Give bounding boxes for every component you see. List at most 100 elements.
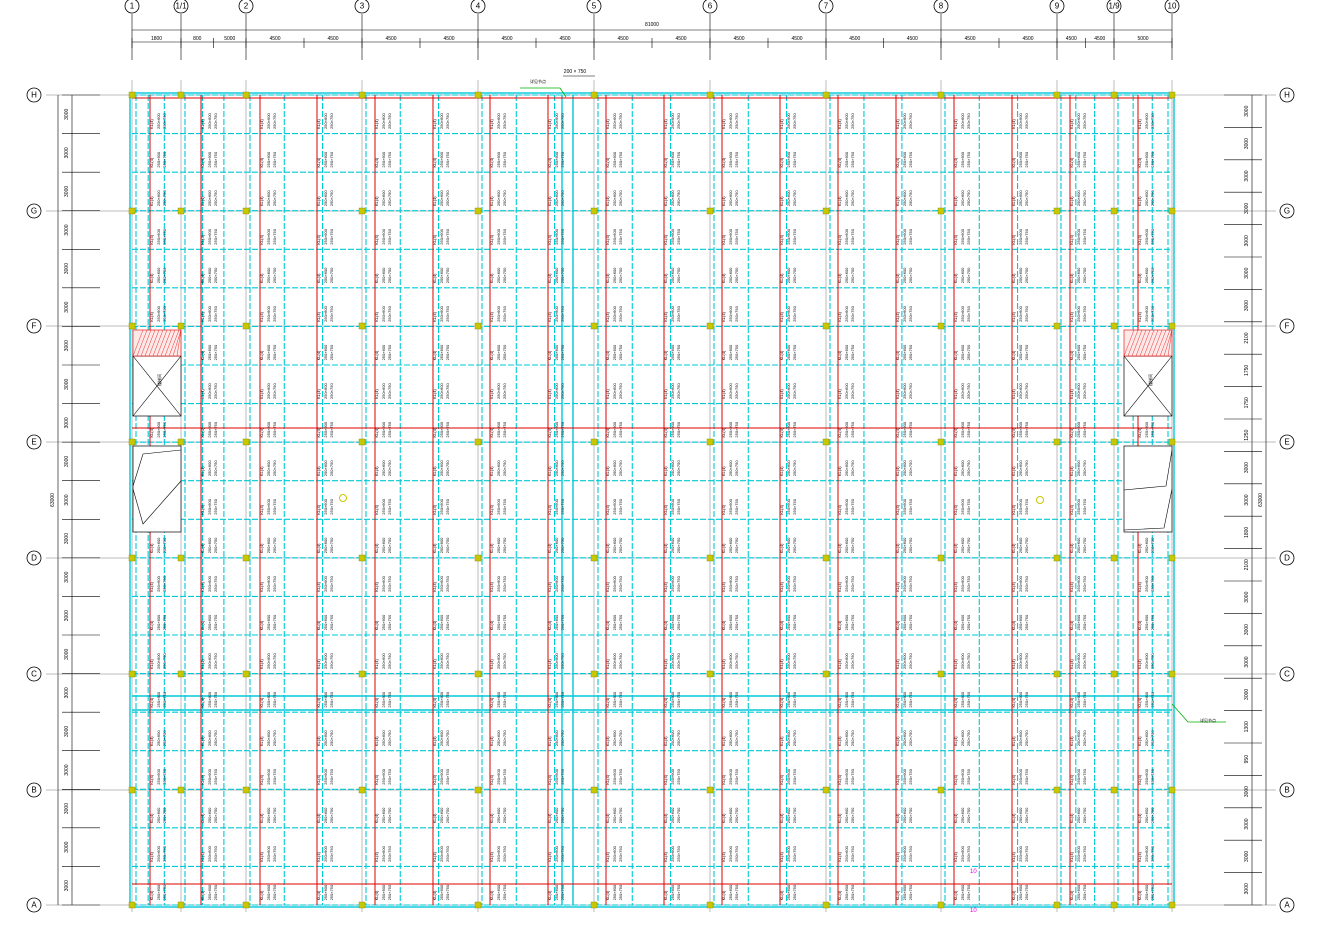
beam-label: 250×600 [207,151,212,167]
beam-label: 250×750 [502,575,507,591]
beam-label: 250×750 [162,228,167,244]
dim-text-top: 4500 [559,36,570,42]
beam-label: 250×600 [1018,768,1023,784]
beam-label: 250×750 [618,807,623,823]
beam-label: KL(4) [200,273,205,283]
beam-label: 250×750 [966,884,971,900]
beam-label: 250×600 [323,421,328,437]
beam-label: 250×600 [844,614,849,630]
beam-label: 250×600 [554,190,559,206]
beam-label: 250×600 [381,151,386,167]
beam-label: 250×600 [960,305,965,321]
beam-label: KL(4) [895,890,900,900]
beam-label: KL(4) [721,273,726,283]
beam-label: 250×750 [162,730,167,746]
beam-label: 250×750 [445,614,450,630]
beam-label: 250×600 [1144,537,1149,553]
beam-label: 250×600 [1144,807,1149,823]
axis-bubble-top [586,0,602,14]
beam-label: KL(4) [721,581,726,591]
ramp-opening [1123,445,1173,533]
beam-label: KL(4) [432,813,437,823]
beam-label: 250×600 [670,768,675,784]
beam-label: 250×600 [207,768,212,784]
beam-label: 250×750 [560,151,565,167]
dim-text-right: 3000 [1244,494,1250,505]
beam-label: 250×750 [850,768,855,784]
beam-label: 250×600 [439,653,444,669]
beam-label: KL(4) [149,543,154,553]
beam-label: 250×600 [960,228,965,244]
beam-label: 250×750 [1024,151,1029,167]
column [1110,901,1118,909]
beam-label: 250×600 [1018,113,1023,129]
beam-label: 250×750 [1024,537,1029,553]
beam-label: 250×750 [908,614,913,630]
beam-label: 250×750 [1082,267,1087,283]
beam-label: KL(4) [374,119,379,129]
hatch-line [176,329,182,357]
axis-label-right: G [1284,207,1290,216]
beam-label: 250×750 [908,228,913,244]
beam-label: KL(4) [1011,196,1016,206]
beam-label: KL(4) [489,659,494,669]
beam-label: 250×750 [908,344,913,360]
beam-label: 250×750 [850,884,855,900]
column [242,322,250,330]
beam-label: KL(4) [605,851,610,861]
beam-label: 250×600 [496,460,501,476]
beam-label: 250×600 [496,344,501,360]
beam-label: 250×600 [381,691,386,707]
stair-openings: 楼梯间 楼梯间 [132,75,1226,723]
beam-label: KL(4) [895,273,900,283]
beam-label: KL(4) [432,427,437,437]
beam-label: KL(4) [895,581,900,591]
beam-label: 250×750 [618,190,623,206]
beam-label: 250×750 [162,421,167,437]
beam-label: 250×600 [496,614,501,630]
beam-label: KL(4) [200,504,205,514]
column [1110,670,1118,678]
beam-label: KL(4) [895,389,900,399]
beam-label: KL(4) [432,736,437,746]
beam-label: 250×750 [502,190,507,206]
beam-label: 250×600 [207,190,212,206]
beam-label: 250×750 [1082,344,1087,360]
beam-label: 250×750 [966,460,971,476]
beam-label: 250×600 [1018,575,1023,591]
beam-label: KL(4) [316,774,321,784]
beam-label: 250×600 [844,691,849,707]
beam-label: 250×750 [618,460,623,476]
beam-label: 250×750 [1150,190,1155,206]
beam-label: 250×750 [272,807,277,823]
column [1110,438,1118,446]
beam-label: 250×600 [381,884,386,900]
beam-label: 250×600 [156,807,161,823]
beam-label: 250×750 [387,267,392,283]
beam-label: KL(4) [721,350,726,360]
beam-label: KL(4) [149,427,154,437]
beam-label: KL(4) [432,157,437,167]
beam-label: 250×750 [1082,460,1087,476]
axis-grid [46,80,1276,912]
beam-label: 250×600 [323,768,328,784]
beam-label: 250×600 [844,768,849,784]
beam-label: KL(4) [489,157,494,167]
beam-label: 250×750 [213,267,218,283]
beam-label: 250×600 [612,151,617,167]
axis-bubble-top [354,0,370,14]
beam-label: 250×600 [554,421,559,437]
beam-label: KL(4) [1137,157,1142,167]
beam-label: 250×750 [272,228,277,244]
beam-label: KL(4) [489,311,494,321]
beam-label: 250×600 [728,730,733,746]
beam-label: 250×750 [445,190,450,206]
beam-label: 250×600 [612,498,617,514]
beam-label: 250×600 [156,267,161,283]
beam-label: KL(4) [837,311,842,321]
beam-label: 250×750 [387,344,392,360]
column [128,438,136,446]
beam-label: 250×600 [496,884,501,900]
dim-text-top: 4500 [849,36,860,42]
beam-label: KL(4) [721,697,726,707]
